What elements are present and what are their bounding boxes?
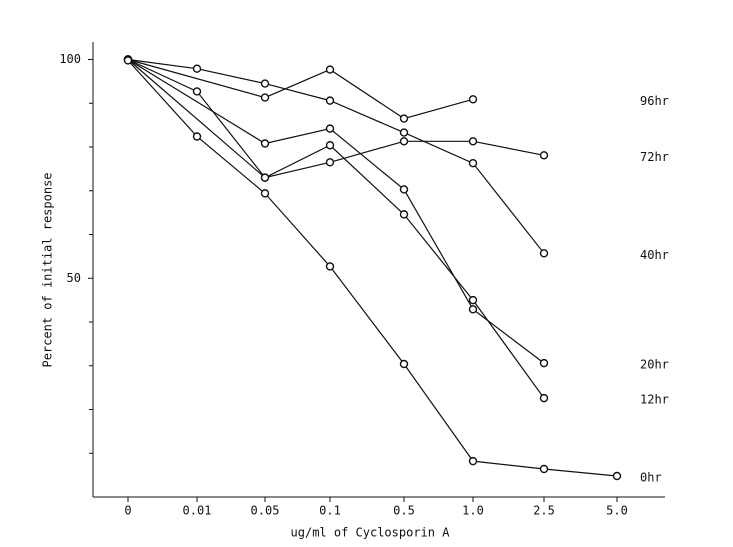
x-tick-label: 0 bbox=[124, 504, 131, 518]
x-tick-label: 0.05 bbox=[251, 504, 280, 518]
series-line bbox=[127, 58, 545, 364]
data-point bbox=[468, 305, 478, 314]
series-label: 20hr bbox=[640, 358, 669, 372]
data-point bbox=[325, 124, 335, 133]
series-label: 12hr bbox=[640, 393, 669, 407]
data-point bbox=[612, 471, 622, 481]
data-point bbox=[468, 456, 478, 466]
y-tick-label: 50 bbox=[67, 271, 81, 285]
data-point bbox=[468, 95, 478, 104]
data-point bbox=[468, 137, 478, 146]
data-point bbox=[539, 393, 549, 403]
series-label: 40hr bbox=[640, 248, 669, 262]
data-point bbox=[539, 358, 549, 368]
data-point bbox=[399, 137, 409, 146]
data-point bbox=[260, 139, 270, 148]
data-point bbox=[468, 158, 478, 168]
data-point bbox=[399, 210, 409, 219]
data-point bbox=[539, 464, 549, 474]
x-tick-label: 5.0 bbox=[606, 504, 628, 518]
data-point bbox=[260, 189, 270, 198]
series-label: 96hr bbox=[640, 94, 669, 108]
data-point bbox=[123, 56, 133, 65]
data-point bbox=[325, 65, 335, 74]
data-point bbox=[399, 359, 409, 369]
x-tick-label: 2.5 bbox=[533, 504, 555, 518]
data-point bbox=[325, 96, 335, 105]
series-line bbox=[127, 59, 545, 179]
x-tick-label: 1.0 bbox=[462, 504, 484, 518]
series-line bbox=[127, 58, 545, 399]
data-point bbox=[539, 151, 549, 160]
series-line bbox=[127, 58, 474, 120]
data-point bbox=[325, 141, 335, 150]
data-point bbox=[260, 173, 270, 182]
data-point bbox=[192, 87, 202, 96]
data-point bbox=[325, 262, 335, 271]
series-label: 0hr bbox=[640, 471, 662, 485]
data-point bbox=[399, 185, 409, 194]
x-tick-label: 0.5 bbox=[393, 504, 415, 518]
series-line bbox=[127, 59, 618, 477]
data-point bbox=[260, 79, 270, 88]
data-point bbox=[192, 64, 202, 73]
x-tick-label: 0.01 bbox=[183, 504, 212, 518]
data-point bbox=[192, 132, 202, 141]
data-point bbox=[325, 158, 335, 167]
y-tick-label: 100 bbox=[59, 52, 81, 66]
data-point bbox=[260, 93, 270, 102]
x-tick-label: 0.1 bbox=[319, 504, 341, 518]
data-point bbox=[399, 128, 409, 137]
data-point bbox=[468, 295, 478, 305]
x-axis-label: ug/ml of Cyclosporin A bbox=[291, 526, 451, 540]
y-axis-label: Percent of initial response bbox=[41, 172, 55, 367]
data-point bbox=[539, 249, 549, 258]
data-point bbox=[399, 114, 409, 123]
series-label: 72hr bbox=[640, 150, 669, 164]
